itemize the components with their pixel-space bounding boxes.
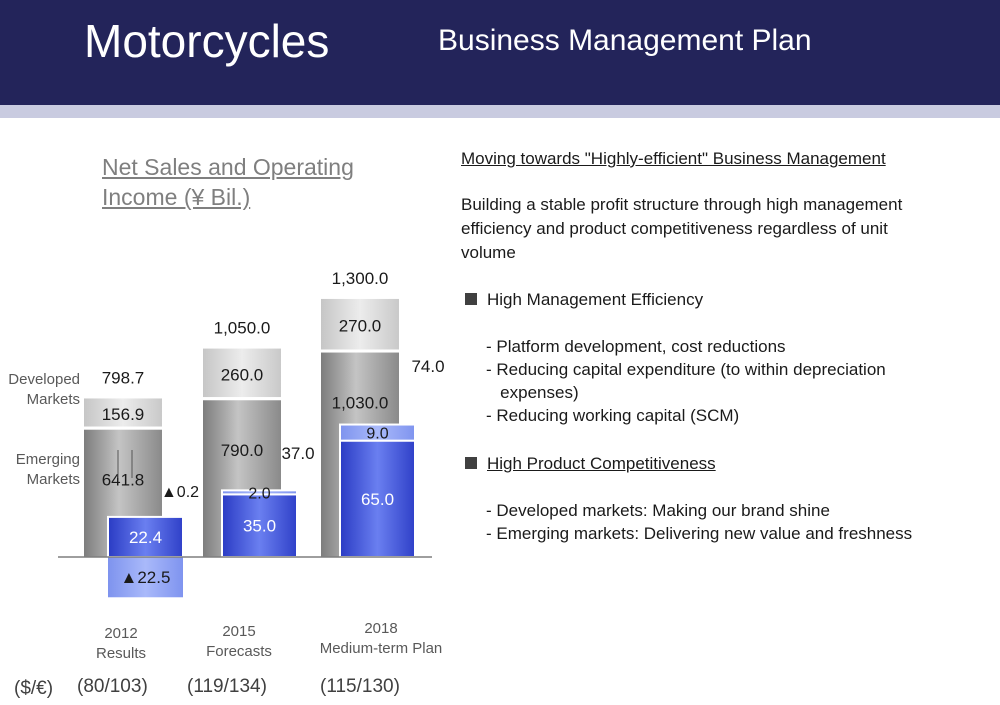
section-title: High Management Efficiency (487, 290, 704, 309)
net-sales-emerging-label: 1,030.0 (332, 394, 389, 413)
competitiveness-item: - Developed markets: Making our brand sh… (486, 501, 830, 520)
op-income-developed-bar (339, 423, 416, 442)
section-title: High Product Competitiveness (487, 454, 716, 473)
chart-title: Net Sales and Operating Income (¥ Bil.) (102, 154, 354, 210)
competitiveness-item: - Emerging markets: Delivering new value… (486, 524, 913, 543)
right-heading: Moving towards "Highly-efficient" Busine… (461, 149, 886, 168)
op-income-developed-bar (221, 489, 298, 496)
op-income-emerging-label: 65.0 (361, 490, 394, 509)
legend-developed: Markets (27, 391, 80, 408)
intro-line-1: Building a stable profit structure throu… (461, 195, 903, 214)
x-label-desc: Medium-term Plan (319, 640, 443, 657)
net-sales-developed-label: 156.9 (102, 405, 145, 424)
intro-line-2: efficiency and product competitiveness r… (461, 219, 888, 238)
op-income-developed-label: 9.0 (366, 426, 388, 443)
op-income-emerging-bar (107, 515, 184, 558)
net-sales-emerging-label: 790.0 (221, 441, 264, 460)
op-income-total-label: ▲0.2 (161, 484, 199, 501)
net-sales-developed-bar (321, 298, 399, 350)
x-label-desc: Forecasts (206, 643, 272, 660)
x-label-2012: 2012 Results (21, 624, 221, 664)
net-sales-total-label: 1,050.0 (214, 319, 271, 338)
fx-value-2012: (80/103) (77, 676, 148, 697)
efficiency-item: - Platform development, cost reductions (486, 337, 786, 356)
x-label-year: 2018 (364, 620, 398, 637)
op-income-emerging-label: 22.4 (129, 528, 162, 547)
fx-value-2015: (119/134) (187, 676, 267, 697)
header-stripe (0, 105, 1000, 118)
fx-value-2018: (115/130) (320, 676, 400, 697)
page-title: Motorcycles (84, 15, 330, 67)
op-income-developed-label: ▲22.5 (121, 568, 171, 587)
legend-developed: Developed (8, 371, 80, 388)
efficiency-item: expenses) (486, 383, 579, 402)
fx-label: ($/€) (14, 678, 54, 699)
section-competitiveness: High Product Competitiveness (465, 452, 716, 475)
legend-emerging: Emerging (16, 451, 80, 468)
square-bullet-icon (465, 293, 477, 305)
header-bar (0, 0, 1000, 105)
x-label-2018: 2018 Medium-term Plan (281, 619, 481, 659)
intro-line-3: volume (461, 243, 516, 262)
page-subtitle: Business Management Plan (438, 24, 812, 57)
x-label-year: 2015 (222, 623, 256, 640)
net-sales-developed-label: 270.0 (339, 317, 382, 336)
x-label-2015: 2015 Forecasts (139, 622, 339, 662)
op-income-developed-label: 2.0 (248, 485, 270, 502)
x-label-desc: Results (95, 645, 147, 662)
net-sales-total-label: 798.7 (102, 368, 145, 387)
op-income-emerging-bar (221, 493, 298, 559)
section-efficiency: High Management Efficiency (465, 288, 703, 311)
op-income-emerging-label: 35.0 (243, 517, 276, 536)
op-income-developed-bar (108, 557, 183, 598)
net-sales-developed-bar (203, 348, 281, 398)
square-bullet-icon (465, 457, 477, 469)
legend-emerging: Markets (27, 471, 80, 488)
net-sales-developed-label: 260.0 (221, 365, 264, 384)
efficiency-item: - Reducing capital expenditure (to withi… (486, 360, 886, 379)
net-sales-emerging-label: 641.8 (102, 471, 145, 490)
op-income-total-label: 74.0 (411, 357, 444, 376)
x-label-year: 2012 (104, 625, 138, 642)
net-sales-developed-bar (84, 398, 162, 427)
efficiency-item: - Reducing working capital (SCM) (486, 406, 740, 425)
net-sales-total-label: 1,300.0 (332, 269, 389, 288)
op-income-total-label: 37.0 (281, 444, 314, 463)
